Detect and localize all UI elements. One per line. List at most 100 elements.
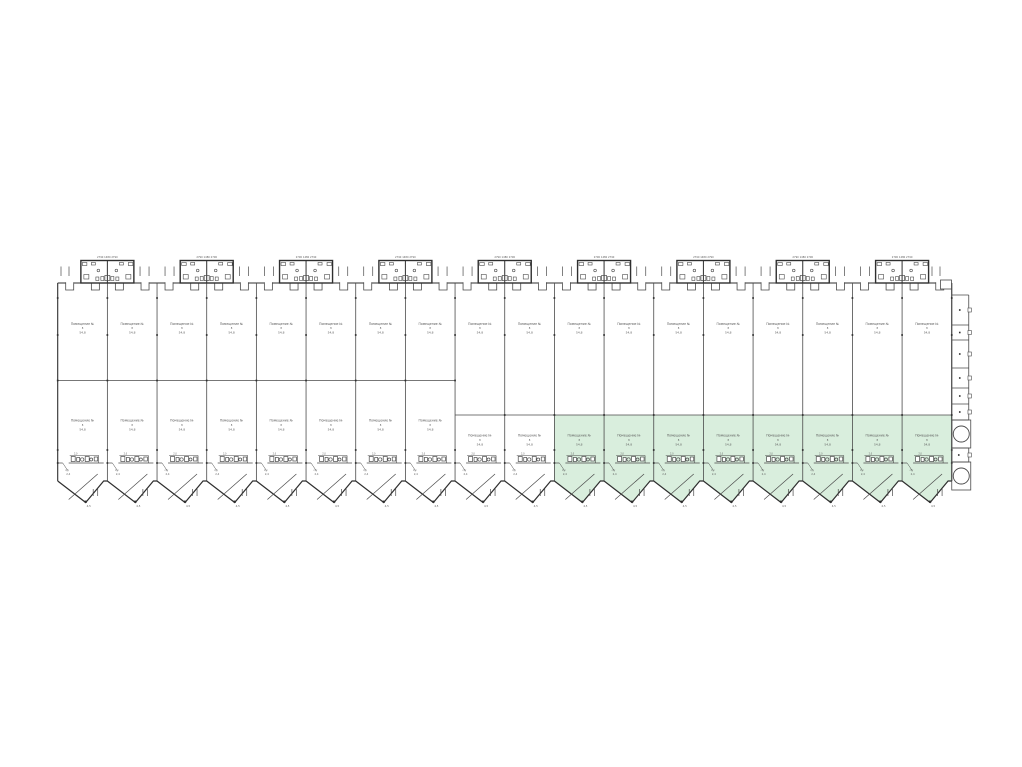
column-marker-dot <box>404 334 407 336</box>
door-swing-line <box>509 462 515 471</box>
vestibule-fixture <box>810 276 815 281</box>
fixture-dim-label: 2,0 <box>273 453 277 456</box>
entry-door-notch <box>860 282 869 291</box>
vestibule-fixture <box>715 262 720 266</box>
highlighted-unit-ramp[interactable] <box>902 481 949 503</box>
column-marker-dot <box>432 500 435 503</box>
room-number-label: 8 <box>131 326 133 330</box>
ramp-label: 4,5 <box>484 504 488 508</box>
column-marker-dot <box>205 462 208 464</box>
fixture-dim-label: 2,0 <box>769 453 773 456</box>
column-marker-dot <box>950 414 953 416</box>
room-area-label: 54,8 <box>328 427 335 431</box>
basin-fixture <box>635 457 640 462</box>
door-swing-line <box>211 462 217 471</box>
ramp-label: 4,5 <box>385 504 389 508</box>
vestibule-fixture <box>795 276 800 281</box>
column-marker-dot <box>958 309 961 311</box>
column-marker-dot <box>305 334 307 336</box>
highlighted-unit-ramp[interactable] <box>753 481 800 503</box>
vestibule-fixture <box>905 276 909 281</box>
vestibule-fixture <box>777 262 783 266</box>
column-marker-dot <box>106 379 109 382</box>
highlighted-unit-ramp[interactable] <box>802 481 849 503</box>
vestibule-fixture <box>920 274 926 280</box>
column-marker-dot <box>752 449 754 451</box>
highlighted-unit-ramp[interactable] <box>653 481 700 503</box>
outer-wall-bottom-ramp <box>802 480 853 504</box>
room-area-label: 54,8 <box>775 331 782 335</box>
vestibule-fixture <box>199 276 204 281</box>
ramp-label: 4,5 <box>534 504 538 508</box>
door-notch-mask <box>290 282 299 290</box>
vestibule-fixture <box>393 276 398 281</box>
column-marker-dot <box>851 297 854 299</box>
basin-fixture <box>576 457 581 462</box>
column-marker-dot <box>901 462 903 464</box>
column-marker-dot <box>454 449 456 451</box>
ramp-inner-line <box>714 473 744 500</box>
room-name-label: Помещение № <box>270 322 293 326</box>
basin-fixture <box>676 457 681 462</box>
basin-fixture <box>784 457 789 462</box>
fixture-dim-label: 2,0 <box>471 453 475 456</box>
ramp-inner-line <box>863 473 893 500</box>
outer-wall-bottom-ramp <box>603 480 654 504</box>
room-area-label: 54,8 <box>377 331 384 335</box>
utility-room-area: 2,4 <box>563 472 567 476</box>
vestibule-basin <box>313 268 317 273</box>
room-number-label: 8 <box>578 438 580 442</box>
room-area-label: 54,8 <box>576 331 583 335</box>
fixture-dim-label: 2,0 <box>124 453 128 456</box>
column-marker-dot <box>950 297 953 299</box>
door-notch-mask <box>463 282 472 290</box>
utility-room-area: 2,4 <box>116 472 120 476</box>
column-marker-dot <box>503 462 506 464</box>
roof-access-box <box>940 279 952 290</box>
basin-fixture <box>874 457 879 462</box>
vestibule-basin <box>692 268 697 273</box>
room-name-label: Помещение № <box>717 434 740 438</box>
room-area-label: 54,8 <box>427 427 434 431</box>
column-marker-dot <box>233 500 236 503</box>
fixture-dim-label: 2,0 <box>918 453 922 456</box>
ramp-label: 4,5 <box>87 504 91 508</box>
column-marker-dot <box>958 353 961 355</box>
room-name-label: Помещение № <box>617 322 640 326</box>
room-name-label: Помещение № <box>568 322 591 326</box>
toilet-fixture <box>219 456 225 462</box>
basin-fixture <box>486 457 491 462</box>
vestibule-fixture <box>913 262 919 266</box>
ramp-label: 4,5 <box>583 504 587 508</box>
toilet-fixture <box>269 456 275 462</box>
room-number-label: 8 <box>181 423 183 427</box>
vestibule-fixture <box>814 262 820 266</box>
vestibule-fixture <box>492 276 497 281</box>
column-marker-dot <box>603 449 605 451</box>
fixture-dim-label: 2,0 <box>819 453 823 456</box>
highlighted-unit-ramp[interactable] <box>554 481 601 503</box>
room-number-label: 8 <box>380 423 382 427</box>
outer-wall-bottom-ramp <box>901 480 952 504</box>
door-notch-mask <box>737 282 746 290</box>
vestibule-fixture <box>687 262 692 266</box>
door-swing-line <box>261 462 267 471</box>
highlighted-unit-ramp[interactable] <box>852 481 899 503</box>
room-name-label: Помещение № <box>766 322 789 326</box>
vestibule-fixture <box>214 276 219 281</box>
outer-wall-bottom-ramp <box>405 480 456 504</box>
vestibule-basin <box>710 268 715 273</box>
vestibule-fixture <box>580 274 586 280</box>
room-number-label: 8 <box>479 326 481 330</box>
sink-fixture <box>789 456 794 462</box>
sink-fixture <box>292 456 297 462</box>
highlighted-unit-ramp[interactable] <box>703 481 750 503</box>
highlighted-unit-ramp[interactable] <box>604 481 651 503</box>
room-area-label: 54,8 <box>179 331 186 335</box>
column-marker-dot <box>702 414 705 416</box>
door-notch-mask <box>786 282 795 290</box>
vestibule-fixture <box>119 262 124 266</box>
column-marker-dot <box>305 379 307 382</box>
ramp-label: 4,5 <box>633 504 637 508</box>
